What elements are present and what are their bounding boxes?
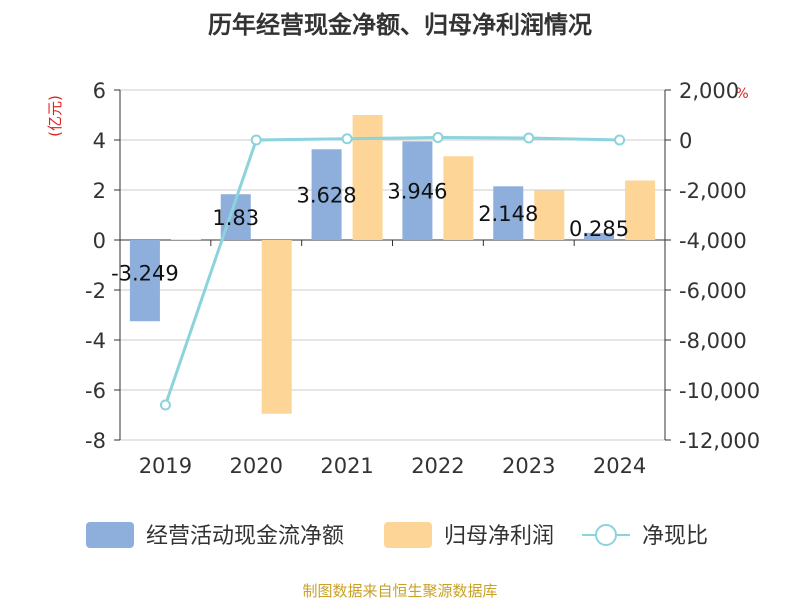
right-tick-label: -4,000: [679, 229, 747, 253]
x-tick-label: 2021: [320, 454, 373, 478]
left-tick-label: 4: [93, 129, 106, 153]
bar-cash-flow: [584, 232, 615, 240]
bar-net-profit: [443, 156, 474, 240]
bar-cash-flow: [311, 149, 342, 240]
bar-net-profit: [170, 239, 201, 240]
x-tick-label: 2024: [593, 454, 646, 478]
x-tick-label: 2023: [502, 454, 555, 478]
left-tick-label: 6: [93, 79, 106, 103]
bar-cash-flow: [493, 186, 524, 240]
right-tick-label: 0: [679, 129, 692, 153]
legend-label: 净现比: [642, 524, 708, 549]
right-axis-unit: %: [735, 86, 748, 102]
data-label-cash-flow: 2.148: [478, 202, 538, 226]
line-point: [341, 133, 353, 145]
data-label-cash-flow: 3.628: [297, 184, 357, 208]
left-tick-label: -2: [85, 279, 106, 303]
bar-series: [129, 115, 656, 414]
right-tick-label: 2,000: [679, 79, 739, 103]
left-tick-label: 0: [93, 229, 106, 253]
source-note: 制图数据来自恒生聚源数据库: [302, 582, 497, 600]
line-point: [432, 132, 444, 143]
line-net-cash-ratio: [163, 135, 620, 406]
data-label-cash-flow: -3.249: [111, 262, 179, 286]
line-point: [159, 399, 171, 411]
bar-net-profit: [261, 240, 292, 414]
x-tick-label: 2020: [230, 454, 283, 478]
left-tick-label: -8: [85, 429, 106, 453]
x-tick-label: 2019: [139, 454, 192, 478]
right-tick-label: -2,000: [679, 179, 747, 203]
bar-cash-flow: [402, 141, 433, 240]
legend-swatch-icon: [86, 522, 134, 548]
grid-lines: [120, 89, 665, 441]
data-label-cash-flow: 1.83: [212, 206, 259, 230]
bar-cash-flow: [129, 240, 160, 322]
legend-label: 归母净利润: [444, 524, 554, 549]
left-tick-label: -4: [85, 329, 106, 353]
data-label-cash-flow: 0.285: [569, 217, 629, 241]
chart-title: 历年经营现金净额、归母净利润情况: [208, 11, 592, 39]
legend-item[interactable]: 净现比: [582, 524, 708, 549]
legend-marker-icon: [595, 524, 617, 546]
line-series: [159, 132, 626, 411]
left-axis-unit: (亿元): [46, 95, 64, 137]
line-point: [250, 134, 262, 146]
left-tick-label: -6: [85, 379, 106, 403]
legend-item[interactable]: 归母净利润: [384, 522, 554, 549]
left-tick-label: 2: [93, 179, 106, 203]
right-tick-label: -8,000: [679, 329, 747, 353]
legend-swatch-icon: [384, 522, 432, 548]
legend-item[interactable]: 经营活动现金流净额: [86, 522, 344, 549]
data-label-cash-flow: 3.946: [387, 180, 447, 204]
line-point: [614, 134, 626, 146]
x-tick-label: 2022: [411, 454, 464, 478]
bar-net-profit: [534, 190, 565, 240]
right-tick-label: -10,000: [679, 379, 760, 403]
data-labels: -3.249 1.83 3.628 3.946 2.148 0.285: [111, 180, 629, 286]
right-tick-label: -12,000: [679, 429, 760, 453]
legend[interactable]: 经营活动现金流净额 归母净利润 净现比: [86, 522, 708, 549]
line-point: [523, 132, 535, 144]
legend-label: 经营活动现金流净额: [146, 524, 344, 549]
bar-net-profit: [352, 115, 383, 240]
axes: -8 -6 -4 -2 0 2 4 6 -12,000 -10,000 -8,000 -6,000 -4…: [85, 79, 760, 478]
right-tick-label: -6,000: [679, 279, 747, 303]
bar-net-profit: [625, 180, 656, 240]
